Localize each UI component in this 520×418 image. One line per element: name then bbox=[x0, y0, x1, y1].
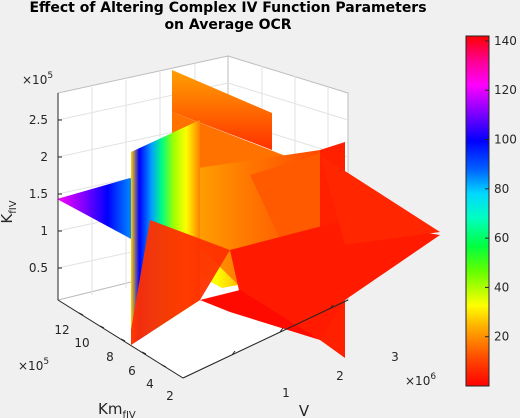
chart-title-line-2: on Average OCR bbox=[164, 17, 291, 33]
x-multiplier: ×106 bbox=[405, 372, 436, 388]
z-tick-label: 1.5 bbox=[29, 187, 48, 201]
z-tick-label: 2.5 bbox=[29, 113, 48, 127]
x-tick-label: 1 bbox=[282, 386, 290, 400]
colorbar: 20 40 60 80 100 120 140 bbox=[465, 34, 517, 387]
tick-marks bbox=[58, 119, 334, 368]
slice-v-back bbox=[172, 70, 272, 150]
y-tick-label: 2 bbox=[166, 389, 174, 403]
y-tick-label: 10 bbox=[74, 336, 89, 350]
z-multiplier: ×105 bbox=[22, 71, 53, 87]
y-tick-label: 6 bbox=[128, 364, 136, 378]
y-tick-label: 12 bbox=[54, 323, 69, 337]
x-tick-label: 2 bbox=[336, 369, 344, 383]
slice-front-red-top bbox=[320, 155, 440, 245]
colorbar-tick-label: 60 bbox=[494, 231, 509, 245]
z-tick-label: 0.5 bbox=[29, 261, 48, 275]
colorbar-gradient bbox=[465, 35, 490, 387]
colorbar-tick-label: 120 bbox=[494, 83, 517, 97]
colorbar-ticks: 20 40 60 80 100 120 140 bbox=[485, 34, 517, 344]
y-tick-label: 4 bbox=[146, 377, 154, 391]
y-axis-label: KmfIV bbox=[98, 400, 136, 418]
colorbar-tick-label: 140 bbox=[494, 34, 517, 48]
chart-title-line-1: Effect of Altering Complex IV Function P… bbox=[29, 0, 426, 16]
x-axis-line bbox=[182, 299, 349, 379]
z-axis-label: KfIV bbox=[0, 200, 19, 223]
z-tick-label: 2 bbox=[40, 150, 48, 164]
y-tick-label: 8 bbox=[106, 350, 114, 364]
colorbar-tick-label: 100 bbox=[494, 133, 517, 147]
z-tick-label: 1 bbox=[40, 224, 48, 238]
slice-front-red bbox=[230, 220, 440, 340]
x-tick-label: 3 bbox=[391, 350, 399, 364]
colorbar-tick-label: 40 bbox=[494, 280, 509, 294]
y-multiplier: ×105 bbox=[18, 357, 49, 373]
x-axis-label: V bbox=[299, 402, 310, 418]
slice-km-red bbox=[131, 220, 230, 345]
colorbar-tick-label: 20 bbox=[494, 330, 509, 344]
colorbar-tick-label: 80 bbox=[494, 182, 509, 196]
